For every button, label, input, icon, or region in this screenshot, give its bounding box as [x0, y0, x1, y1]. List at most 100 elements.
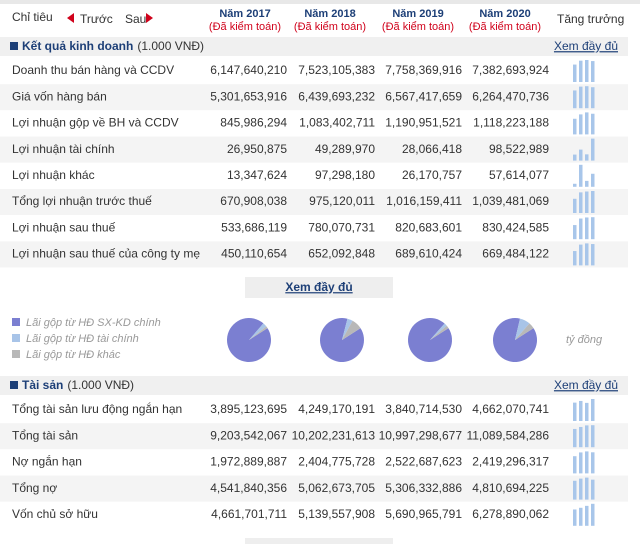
- top-strip: [0, 0, 640, 4]
- row-value: 9,203,542,067: [210, 428, 287, 442]
- row-label: Tổng lợi nhuận trước thuế: [12, 194, 152, 208]
- year-header: Năm 2018: [304, 8, 355, 20]
- row-value: 49,289,970: [315, 142, 375, 156]
- row-bg: [0, 136, 628, 163]
- year-header: Năm 2017: [219, 8, 270, 20]
- growth-bar: [585, 154, 589, 161]
- growth-bar: [591, 503, 595, 526]
- row-value: 780,070,731: [308, 220, 375, 234]
- row-value: 1,190,951,521: [385, 116, 462, 130]
- pie-slice: [430, 323, 447, 340]
- row-label: Tổng tài sản: [12, 428, 78, 442]
- growth-bar: [591, 217, 595, 240]
- more-button-bg[interactable]: [245, 277, 393, 298]
- growth-bar: [573, 225, 577, 240]
- row-value: 669,484,122: [482, 247, 549, 261]
- row-value: 450,110,654: [221, 247, 287, 261]
- growth-bar: [585, 243, 589, 266]
- row-label: Nợ ngắn hạn: [12, 454, 82, 469]
- growth-bar: [573, 154, 577, 161]
- growth-bar: [579, 192, 583, 213]
- growth-bar: [585, 217, 589, 240]
- row-value: 7,523,105,383: [298, 63, 375, 77]
- row-value: 670,908,038: [220, 194, 287, 208]
- row-value: 97,298,180: [315, 168, 375, 182]
- row-value: 830,424,585: [482, 220, 549, 234]
- growth-bar: [573, 118, 577, 135]
- growth-bar: [591, 425, 595, 448]
- row-bg: [0, 189, 628, 215]
- growth-bar: [585, 505, 589, 526]
- row-value: 689,610,424: [395, 247, 462, 261]
- row-value: 2,419,296,317: [472, 455, 549, 469]
- section-more[interactable]: Xem đầy đủ: [554, 378, 618, 392]
- row-value: 4,249,170,191: [298, 402, 375, 416]
- row-value: 1,083,402,711: [299, 116, 375, 130]
- row-bg: [0, 241, 628, 268]
- row-label: Lợi nhuận sau thuế của công ty mẹ: [12, 247, 200, 261]
- growth-bar: [585, 180, 589, 187]
- growth-bar: [573, 64, 577, 82]
- row-bg: [0, 84, 628, 111]
- next-arrow[interactable]: [146, 13, 153, 23]
- row-value: 10,997,298,677: [379, 428, 463, 442]
- row-value: 26,170,757: [402, 168, 462, 182]
- pie-unit: tỷ đồng: [566, 334, 603, 346]
- legend-label: Lãi gộp từ HĐ SX-KD chính: [26, 317, 161, 329]
- growth-bar: [579, 507, 583, 526]
- pie-slice: [342, 318, 353, 340]
- growth-bar: [573, 183, 577, 187]
- row-bg: [0, 423, 628, 450]
- row-value: 3,895,123,695: [210, 402, 287, 416]
- row-value: 6,264,470,736: [472, 89, 549, 103]
- row-value: 5,301,653,916: [210, 89, 287, 103]
- row-value: 1,118,223,188: [473, 116, 549, 130]
- section-bullet: [10, 381, 18, 389]
- row-value: 5,139,557,908: [298, 507, 375, 521]
- section-title: Tài sản: [22, 378, 63, 392]
- row-value: 4,810,694,225: [472, 481, 549, 495]
- row-value: 57,614,077: [489, 168, 549, 182]
- growth-bar: [579, 478, 583, 500]
- growth-bar: [585, 191, 589, 213]
- growth-bar: [585, 60, 589, 82]
- growth-bar: [573, 198, 577, 213]
- prev-link[interactable]: Trước: [80, 12, 113, 26]
- row-value: 28,066,418: [402, 142, 462, 156]
- row-value: 533,686,119: [221, 220, 287, 234]
- row-value: 2,404,775,728: [298, 455, 375, 469]
- prev-arrow[interactable]: [67, 13, 74, 23]
- pie-slice: [515, 318, 530, 340]
- legend-label: Lãi gộp từ HĐ khác: [26, 349, 121, 361]
- row-label: Tổng nợ: [12, 481, 57, 495]
- pie-slice: [249, 323, 267, 340]
- next-link[interactable]: Sau: [125, 12, 146, 26]
- row-value: 2,522,687,623: [385, 455, 462, 469]
- growth-bar: [585, 425, 589, 448]
- row-label: Lợi nhuận sau thuế: [12, 220, 116, 234]
- growth-bar: [579, 400, 583, 421]
- row-label: Lợi nhuận gộp về BH và CCDV: [12, 116, 179, 130]
- header-label: Chỉ tiêu: [12, 10, 53, 24]
- growth-bar: [573, 480, 577, 500]
- year-note: (Đã kiểm toán): [382, 21, 454, 33]
- growth-header: Tăng trưởng: [557, 12, 624, 26]
- growth-bar: [579, 86, 583, 109]
- growth-bar: [573, 456, 577, 474]
- section-bullet: [10, 42, 18, 50]
- section-more[interactable]: Xem đầy đủ: [554, 39, 618, 53]
- more-button[interactable]: Xem đầy đủ: [285, 280, 352, 294]
- row-label: Vốn chủ sở hữu: [12, 507, 98, 521]
- row-value: 975,120,011: [309, 194, 375, 208]
- row-label: Lợi nhuận khác: [12, 168, 95, 182]
- row-value: 4,661,701,711: [211, 507, 287, 521]
- row-value: 11,089,584,286: [466, 428, 549, 442]
- growth-bar: [585, 451, 589, 474]
- row-label: Doanh thu bán hàng và CCDV: [12, 63, 174, 77]
- row-value: 4,541,840,356: [210, 481, 287, 495]
- more-button-bg[interactable]: [245, 538, 393, 544]
- growth-bar: [579, 244, 583, 266]
- pie-slice: [430, 325, 449, 340]
- growth-bar: [573, 509, 577, 526]
